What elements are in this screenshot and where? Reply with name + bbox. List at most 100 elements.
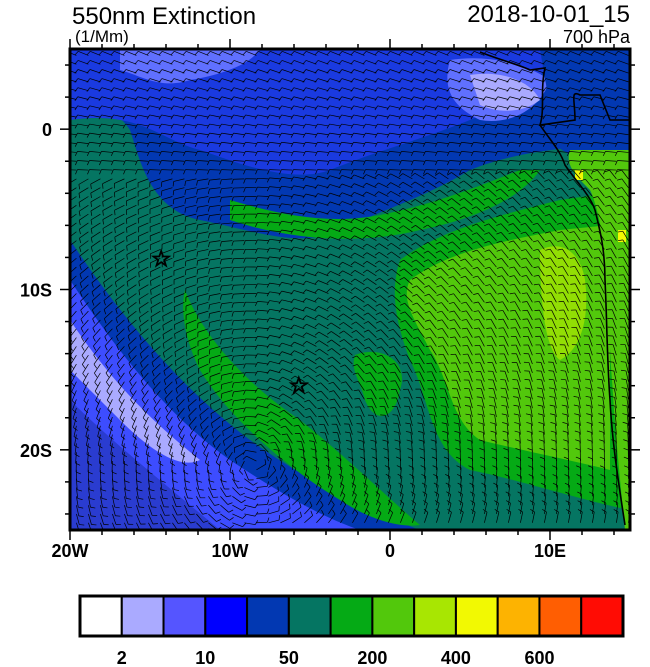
wind-barb xyxy=(266,177,281,183)
wind-barb xyxy=(338,132,353,138)
wind-barb xyxy=(387,160,401,166)
wind-barb xyxy=(447,189,461,197)
wind-barb xyxy=(436,310,449,321)
wind-barb xyxy=(243,213,257,219)
wind-barb xyxy=(146,123,161,129)
wind-barb xyxy=(590,96,605,102)
wind-barb xyxy=(150,275,161,286)
wind-barb xyxy=(617,239,629,250)
wind-barb xyxy=(266,212,281,218)
wind-barb xyxy=(510,327,521,338)
wind-barb xyxy=(483,171,497,180)
wind-barb xyxy=(386,182,401,188)
wind-barb xyxy=(170,114,185,120)
wind-barb xyxy=(174,319,185,330)
wind-barb xyxy=(219,249,233,256)
wind-barb xyxy=(602,78,617,83)
wind-barb xyxy=(374,243,389,250)
wind-barb xyxy=(618,248,629,259)
wind-barb xyxy=(150,284,161,295)
wind-barb xyxy=(422,69,437,74)
wind-barb xyxy=(530,105,545,111)
wind-barb xyxy=(231,328,245,335)
wind-barb xyxy=(508,214,521,224)
wind-barb xyxy=(593,213,605,224)
wind-barb xyxy=(207,160,221,166)
wind-barb xyxy=(497,292,509,303)
wind-barb xyxy=(484,266,497,277)
wind-barb xyxy=(161,266,173,277)
wind-barb xyxy=(350,60,365,65)
wind-barb xyxy=(149,187,161,197)
wind-barb xyxy=(207,187,221,194)
wind-barb xyxy=(182,60,197,65)
wind-barb xyxy=(220,346,233,354)
wind-barb xyxy=(98,78,113,83)
wind-barb xyxy=(231,240,245,246)
wind-barb xyxy=(554,114,569,120)
wind-barb xyxy=(375,269,389,277)
wind-barb xyxy=(387,260,401,268)
light-blue-patch xyxy=(470,73,540,111)
wind-barb xyxy=(449,327,461,338)
wind-barb xyxy=(116,328,125,342)
wind-barb xyxy=(436,302,449,312)
wind-barb xyxy=(410,60,425,65)
wind-barb xyxy=(114,187,125,198)
wind-barb xyxy=(422,141,437,147)
wind-barb xyxy=(209,346,221,355)
wind-barb xyxy=(410,123,425,129)
wind-barb xyxy=(485,301,497,312)
wind-barb xyxy=(362,235,377,241)
wind-barb xyxy=(400,311,413,321)
wind-barb xyxy=(471,215,485,224)
wind-barb xyxy=(386,234,401,241)
wind-barb xyxy=(591,169,605,175)
wind-barb xyxy=(362,243,377,250)
wind-barb xyxy=(218,60,233,65)
wind-barb xyxy=(616,169,629,180)
wind-barb xyxy=(578,105,593,111)
wind-barb xyxy=(194,105,209,111)
wind-barb xyxy=(74,141,89,147)
wind-barb xyxy=(607,318,617,329)
wind-barb xyxy=(386,114,401,120)
wind-barb xyxy=(302,254,317,260)
wind-barb xyxy=(81,337,89,351)
wind-barb xyxy=(506,105,521,111)
wind-barb xyxy=(362,105,377,111)
wind-barb xyxy=(399,294,413,303)
wind-barb xyxy=(485,292,497,303)
wind-barb xyxy=(231,319,245,326)
wind-barb xyxy=(581,257,593,268)
wind-barb xyxy=(161,196,173,205)
wind-barb xyxy=(302,78,317,83)
wind-barb xyxy=(533,283,545,294)
wind-barb xyxy=(290,60,305,65)
wind-barb xyxy=(254,301,269,307)
wind-barb xyxy=(350,69,365,74)
wind-barb xyxy=(115,293,125,306)
wind-barb xyxy=(326,236,341,241)
wind-barb xyxy=(158,96,173,102)
wind-barb xyxy=(302,228,317,234)
wind-barb xyxy=(105,355,113,369)
wind-barb xyxy=(555,169,569,175)
wind-barb xyxy=(172,204,185,214)
wind-barb xyxy=(326,141,341,147)
wind-barb xyxy=(386,69,401,74)
wind-barb xyxy=(137,178,149,188)
wind-barb xyxy=(91,249,101,261)
wind-barb xyxy=(470,78,485,83)
wind-barb xyxy=(230,114,245,120)
wind-barb xyxy=(542,123,557,129)
wind-barb xyxy=(326,96,341,102)
wind-barb xyxy=(399,277,413,285)
wind-barb xyxy=(363,329,377,338)
wind-barb xyxy=(243,310,257,316)
wind-barb xyxy=(242,96,257,102)
wind-barb xyxy=(278,247,293,252)
wind-barb xyxy=(506,114,521,120)
wind-barb xyxy=(482,87,497,92)
wind-barb xyxy=(314,132,329,138)
